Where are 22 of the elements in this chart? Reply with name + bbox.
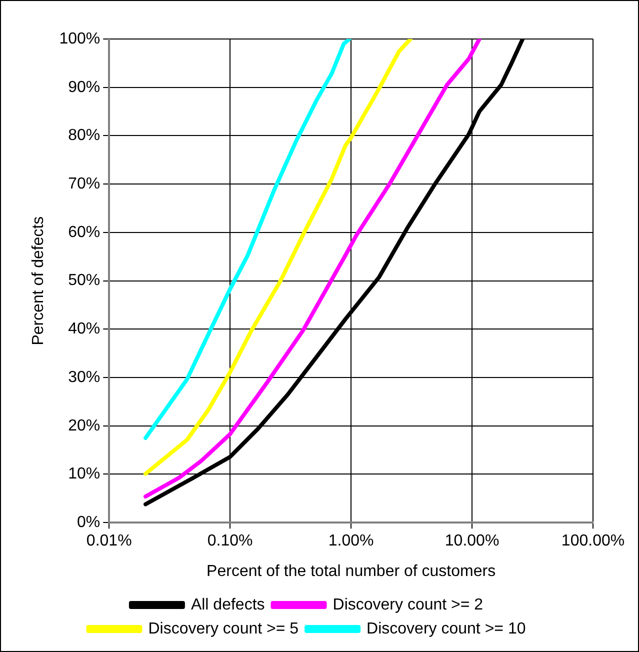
- x-tick-label: 0.10%: [207, 532, 253, 550]
- y-axis-title: Percent of defects: [30, 216, 48, 346]
- y-tick-label: 20%: [68, 417, 100, 434]
- x-tick-label: 0.01%: [86, 532, 132, 550]
- y-tick-label: 80%: [68, 127, 100, 144]
- y-tick-label: 90%: [68, 78, 100, 96]
- x-tick-label: 10.00%: [444, 532, 500, 550]
- x-axis-title: Percent of the total number of customers: [206, 562, 496, 580]
- x-tick-label: 1.00%: [328, 532, 374, 550]
- legend-label: Discovery count >= 5: [148, 620, 299, 638]
- y-tick-label: 50%: [68, 272, 100, 290]
- legend-label: Discovery count >= 10: [366, 620, 526, 638]
- legend-label: Discovery count >= 2: [332, 596, 484, 614]
- y-tick-label: 60%: [68, 224, 100, 241]
- legend-label: All defects: [190, 596, 265, 614]
- y-tick-label: 30%: [68, 368, 100, 386]
- x-tick-label: 100.00%: [561, 532, 625, 550]
- y-tick-label: 40%: [68, 320, 100, 338]
- y-tick-label: 100%: [59, 30, 100, 48]
- y-tick-label: 10%: [68, 466, 100, 483]
- y-tick-label: 70%: [68, 175, 100, 192]
- y-tick-label: 0%: [76, 514, 100, 532]
